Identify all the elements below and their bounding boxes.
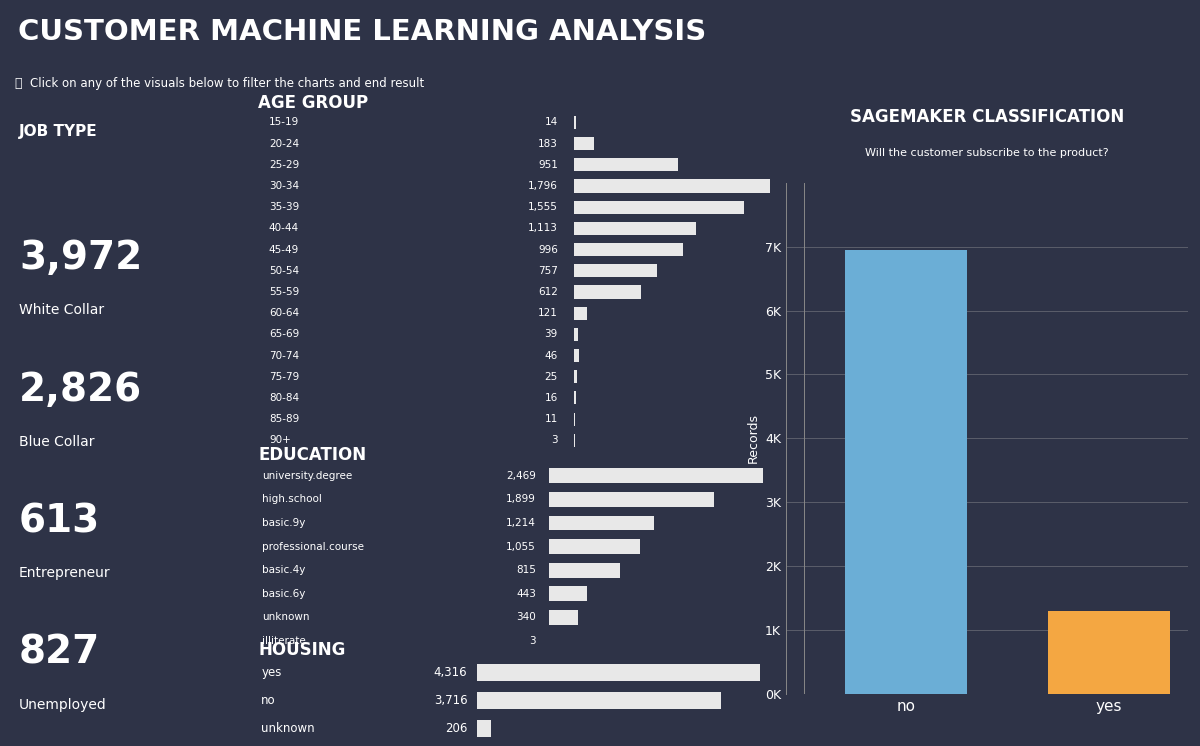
Bar [575,349,580,362]
Text: unknown: unknown [263,612,310,622]
Text: 2,469: 2,469 [506,471,536,480]
Text: no: no [262,694,276,707]
Text: yes: yes [262,666,282,680]
Text: 16: 16 [545,393,558,403]
Text: 3: 3 [551,435,558,445]
Bar [548,610,578,625]
Bar [478,720,491,737]
Text: unknown: unknown [262,722,314,735]
Text: Unemployed: Unemployed [19,698,107,712]
Text: CUSTOMER MACHINE LEARNING ANALYSIS: CUSTOMER MACHINE LEARNING ANALYSIS [18,18,707,46]
Bar [548,562,619,577]
Text: 1,796: 1,796 [528,181,558,191]
Bar [548,515,654,530]
Text: Click on any of the visuals below to filter the charts and end result: Click on any of the visuals below to fil… [30,78,425,90]
Text: illiterate: illiterate [263,636,306,646]
Text: HOUSING: HOUSING [258,641,346,659]
Bar [478,692,720,709]
Text: ❓: ❓ [14,78,22,90]
Text: 183: 183 [538,139,558,148]
Text: 121: 121 [538,308,558,319]
Text: 14: 14 [545,117,558,128]
Text: 15-19: 15-19 [269,117,299,128]
Text: 55-59: 55-59 [269,287,299,297]
Text: 90+: 90+ [269,435,290,445]
Text: 1,899: 1,899 [506,494,536,504]
Text: 443: 443 [516,589,536,599]
Text: 3,972: 3,972 [19,239,143,278]
Bar [575,116,576,129]
Text: 1,055: 1,055 [506,542,536,551]
Text: White Collar: White Collar [19,304,104,317]
Bar [575,327,578,341]
Text: 996: 996 [538,245,558,254]
Text: 35-39: 35-39 [269,202,299,213]
Text: 20-24: 20-24 [269,139,299,148]
Text: 757: 757 [538,266,558,276]
Text: 3: 3 [529,636,536,646]
Text: 815: 815 [516,565,536,575]
Bar [548,539,641,554]
Bar [575,180,770,192]
Text: 60-64: 60-64 [269,308,299,319]
Text: Blue Collar: Blue Collar [19,435,95,449]
Bar [575,243,683,256]
Text: 25-29: 25-29 [269,160,299,170]
Text: high.school: high.school [263,494,323,504]
Bar [575,370,577,383]
Text: JOB TYPE: JOB TYPE [19,124,97,139]
Text: 2,826: 2,826 [19,371,142,409]
Bar [575,286,641,298]
Text: 40-44: 40-44 [269,223,299,233]
Text: basic.9y: basic.9y [263,518,306,528]
Text: 25: 25 [545,372,558,382]
Text: 827: 827 [19,634,101,671]
Text: EDUCATION: EDUCATION [258,445,366,464]
Text: university.degree: university.degree [263,471,353,480]
Text: 65-69: 65-69 [269,329,299,339]
Text: 613: 613 [19,502,101,540]
Bar [1048,612,1170,694]
Text: 70-74: 70-74 [269,351,299,360]
Bar [575,158,678,172]
Bar [478,664,760,681]
Text: professional.course: professional.course [263,542,365,551]
Y-axis label: Records: Records [746,413,760,463]
Bar [548,586,587,601]
Text: 206: 206 [445,722,468,735]
Text: 75-79: 75-79 [269,372,299,382]
Text: SAGEMAKER CLASSIFICATION: SAGEMAKER CLASSIFICATION [850,108,1124,126]
Text: basic.6y: basic.6y [263,589,306,599]
Text: 951: 951 [538,160,558,170]
Bar [575,222,696,235]
Bar [845,250,967,694]
Text: 612: 612 [538,287,558,297]
Text: Entrepreneur: Entrepreneur [19,566,110,580]
Text: 3,716: 3,716 [434,694,468,707]
Text: 46: 46 [545,351,558,360]
Text: 39: 39 [545,329,558,339]
Text: 11: 11 [545,414,558,424]
Text: 85-89: 85-89 [269,414,299,424]
Text: 45-49: 45-49 [269,245,299,254]
Text: 30-34: 30-34 [269,181,299,191]
Bar [575,307,588,320]
Text: 4,316: 4,316 [434,666,468,680]
Text: 50-54: 50-54 [269,266,299,276]
Text: basic.4y: basic.4y [263,565,306,575]
Bar [575,264,656,278]
Bar [575,201,744,214]
Text: 340: 340 [516,612,536,622]
Text: AGE GROUP: AGE GROUP [258,94,368,112]
Text: 1,555: 1,555 [528,202,558,213]
Text: 1,214: 1,214 [506,518,536,528]
Text: 1,113: 1,113 [528,223,558,233]
Bar [575,392,576,404]
Bar [575,137,594,150]
Text: 80-84: 80-84 [269,393,299,403]
Text: Will the customer subscribe to the product?: Will the customer subscribe to the produ… [865,148,1109,157]
Bar [548,468,763,483]
Bar [548,492,714,507]
